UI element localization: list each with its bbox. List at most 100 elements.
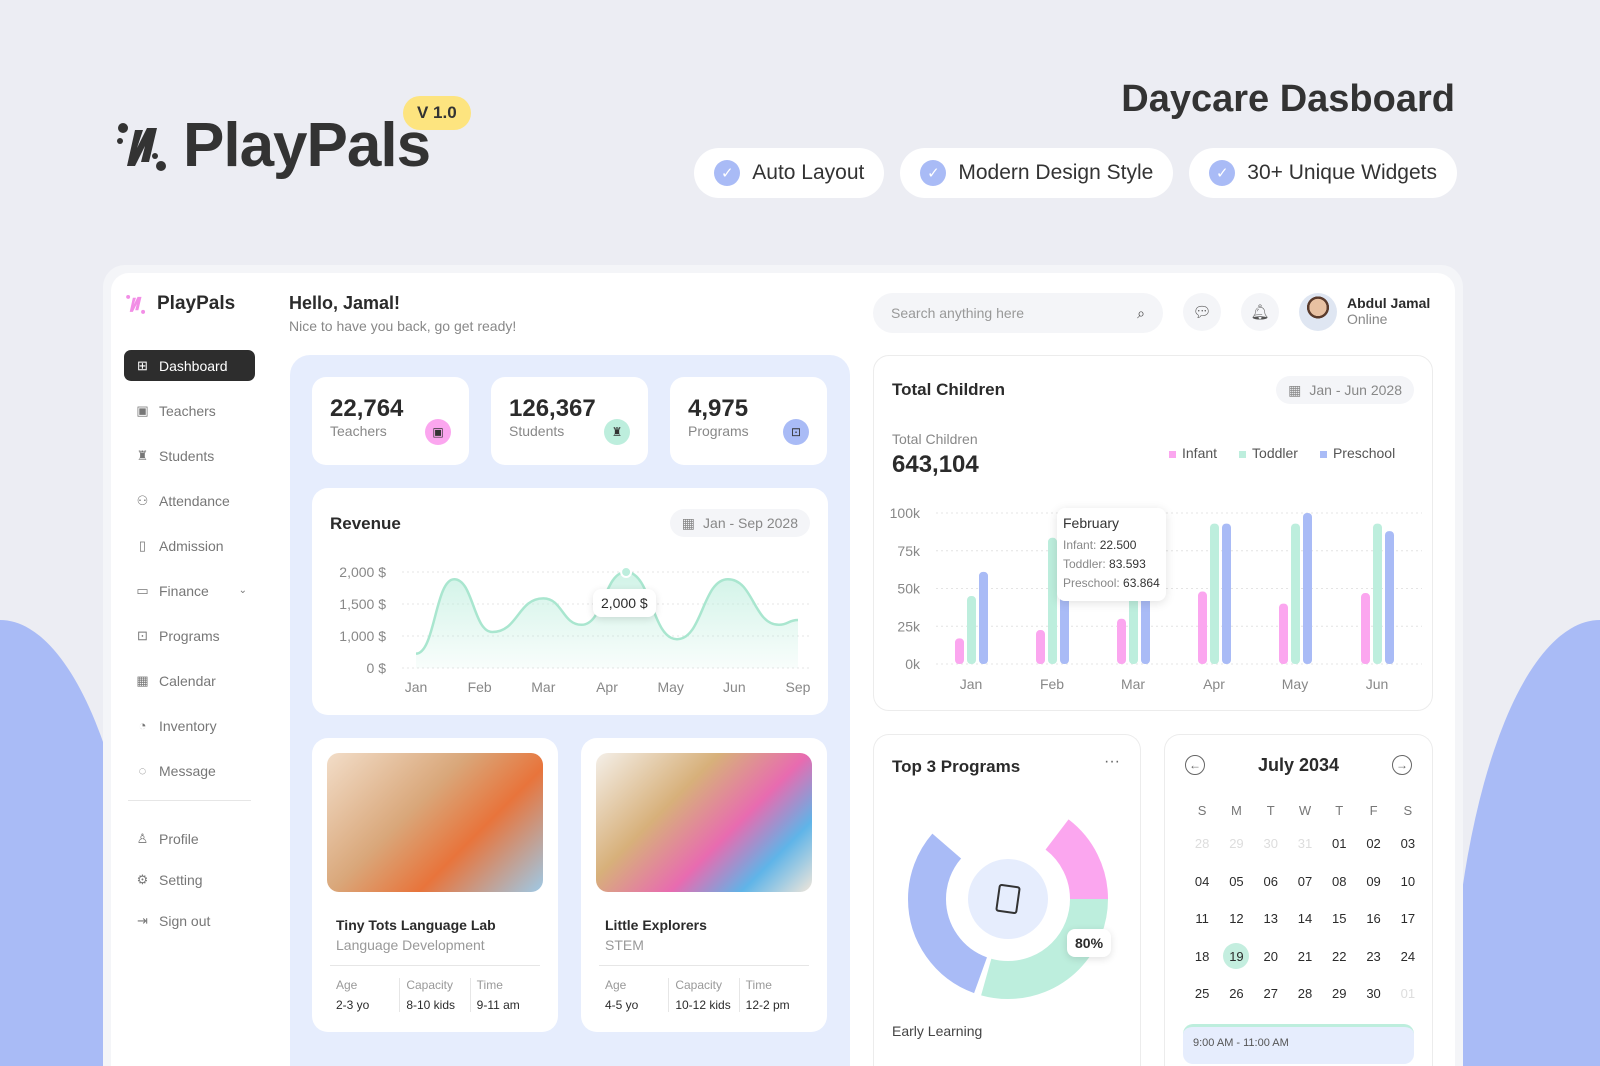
calendar-day[interactable]: 04: [1194, 873, 1210, 889]
sidebar-item-setting[interactable]: ⚙ Setting: [124, 864, 255, 895]
weekday-label: M: [1231, 802, 1242, 818]
version-badge: V 1.0: [403, 96, 471, 130]
nav-label: Dashboard: [159, 357, 228, 374]
messages-button[interactable]: 💬︎: [1183, 293, 1221, 331]
more-options-button[interactable]: ···: [1104, 753, 1120, 770]
calendar-day[interactable]: 22: [1332, 948, 1347, 964]
x-tick-label: Jun: [723, 679, 746, 695]
calendar-day[interactable]: 28: [1297, 986, 1313, 1002]
bar-infant: [955, 638, 964, 664]
x-tick-label: Mar: [531, 679, 555, 695]
calendar-day[interactable]: 02: [1366, 836, 1381, 852]
stat-value: 126,367: [509, 395, 596, 422]
cap-icon: ♜: [136, 447, 149, 463]
bar-infant: [1279, 603, 1288, 664]
card-title: Top 3 Programs: [892, 757, 1021, 776]
tooltip-line: Infant: 22.500: [1063, 538, 1137, 552]
revenue-chart: 2,000 $ 1,500 $ 1,000 $ 0 $ Jan Feb Mar Apr May J…: [339, 564, 812, 695]
bar-toddler: [1291, 523, 1300, 664]
date-range-picker[interactable]: ▦ Jan - Sep 2028: [669, 509, 810, 537]
calendar-day[interactable]: 12: [1229, 911, 1244, 927]
program-age: Age 2-3 yo: [336, 978, 370, 1012]
calendar-day[interactable]: 31: [1297, 836, 1313, 852]
program-card[interactable]: Little Explorers STEM Age 4-5 yo Capacity 1…: [581, 738, 827, 1032]
calendar-day[interactable]: 11: [1195, 911, 1209, 927]
calendar-day[interactable]: 03: [1400, 836, 1416, 852]
calendar-day-selected[interactable]: 19: [1219, 938, 1253, 976]
calendar-icon: ▦: [136, 672, 149, 688]
calendar-day[interactable]: 05: [1229, 873, 1244, 889]
bar-preschool: [1385, 531, 1394, 664]
user-status: Online: [1347, 311, 1388, 327]
y-tick-label: 0 $: [367, 660, 387, 676]
sidebar-item-inventory[interactable]: ◔ Inventory: [124, 710, 255, 741]
calendar-day[interactable]: 06: [1263, 873, 1278, 889]
program-caption: Early Learning: [892, 1023, 983, 1039]
calendar-day[interactable]: 14: [1297, 911, 1313, 927]
x-tick-label: Apr: [596, 679, 618, 695]
calendar-day[interactable]: 15: [1332, 911, 1347, 927]
stat-card-students: 126,367 Students ♜: [491, 377, 648, 465]
calendar-day[interactable]: 18: [1194, 948, 1210, 964]
calendar-day[interactable]: 01: [1400, 986, 1416, 1002]
calendar-day[interactable]: 08: [1332, 873, 1347, 889]
x-tick-label: Apr: [1203, 676, 1225, 692]
feature-label: Modern Design Style: [958, 161, 1154, 184]
x-tick-label: May: [657, 679, 683, 695]
calendar-day[interactable]: 28: [1194, 836, 1210, 852]
sidebar-item-admission[interactable]: ▯ Admission: [124, 530, 255, 561]
calendar-month: July 2034: [1257, 755, 1340, 775]
search-input[interactable]: Search anything here ⌕: [873, 293, 1163, 333]
calendar-day[interactable]: 30: [1263, 836, 1278, 852]
calendar-event[interactable]: 9:00 AM - 11:00 AM: [1183, 1024, 1414, 1064]
sidebar-logo[interactable]: PlayPals: [125, 293, 235, 315]
calendar-day[interactable]: 09: [1366, 873, 1381, 889]
divider: [599, 965, 809, 966]
sidebar-item-attendance[interactable]: ⚇ Attendance: [124, 485, 255, 516]
presentation-icon: ⊡: [783, 419, 809, 445]
cap-icon: ♜: [604, 419, 630, 445]
date-range-picker[interactable]: ▦ Jan - Jun 2028: [1276, 376, 1414, 404]
calendar-day[interactable]: 13: [1263, 911, 1278, 927]
pie-icon: ◔: [138, 718, 147, 733]
calendar-day[interactable]: 27: [1263, 986, 1278, 1002]
calendar-day[interactable]: 16: [1366, 911, 1381, 927]
calendar-day[interactable]: 26: [1229, 986, 1244, 1002]
y-tick-label: 0k: [905, 656, 921, 672]
search-icon[interactable]: ⌕: [1137, 304, 1145, 321]
calendar-day[interactable]: 29: [1332, 986, 1347, 1002]
legend-item: Toddler: [1239, 445, 1298, 461]
calendar-day[interactable]: 29: [1229, 836, 1244, 852]
bar-preschool: [1222, 523, 1231, 664]
calendar-day[interactable]: 17: [1400, 911, 1416, 927]
calendar-day[interactable]: 24: [1400, 948, 1416, 964]
bar-toddler: [1373, 523, 1382, 664]
sidebar-item-finance[interactable]: ▭ Finance ⌄: [124, 575, 255, 606]
sidebar-item-dashboard[interactable]: ⊞ Dashboard: [124, 350, 255, 381]
sidebar-brand: PlayPals: [157, 293, 236, 314]
calendar-day[interactable]: 01: [1332, 836, 1347, 852]
next-month-button[interactable]: →: [1392, 755, 1412, 775]
children-bar-chart: 100k 75k 50k 25k 0k Jan Feb Mar Apr May Jun: [890, 505, 1422, 692]
calendar-day[interactable]: 23: [1366, 948, 1381, 964]
sidebar-item-signout[interactable]: ⇥ Sign out: [124, 905, 255, 936]
calendar-day[interactable]: 30: [1366, 986, 1381, 1002]
sidebar-item-profile[interactable]: ♙ Profile: [124, 823, 255, 854]
calendar-day[interactable]: 10: [1400, 873, 1416, 889]
program-card[interactable]: Tiny Tots Language Lab Language Developm…: [312, 738, 558, 1032]
sidebar-item-programs[interactable]: ⊡ Programs: [124, 620, 255, 651]
y-tick-label: 1,000 $: [339, 628, 386, 644]
nav-label: Sign out: [159, 912, 211, 929]
calendar-day[interactable]: 21: [1297, 948, 1313, 964]
x-tick-label: Feb: [1040, 676, 1064, 692]
notifications-button[interactable]: 🔔︎: [1241, 293, 1279, 331]
sidebar-item-calendar[interactable]: ▦ Calendar: [124, 665, 255, 696]
prev-month-button[interactable]: ←: [1185, 755, 1205, 775]
sidebar-item-students[interactable]: ♜ Students: [124, 440, 255, 471]
user-profile[interactable]: Abdul Jamal Online: [1299, 293, 1430, 331]
sidebar-item-message[interactable]: ◌ Message: [124, 755, 255, 786]
calendar-day[interactable]: 07: [1297, 873, 1313, 889]
calendar-day[interactable]: 20: [1263, 948, 1278, 964]
calendar-day[interactable]: 25: [1194, 986, 1210, 1002]
sidebar-item-teachers[interactable]: ▣ Teachers: [124, 395, 255, 426]
